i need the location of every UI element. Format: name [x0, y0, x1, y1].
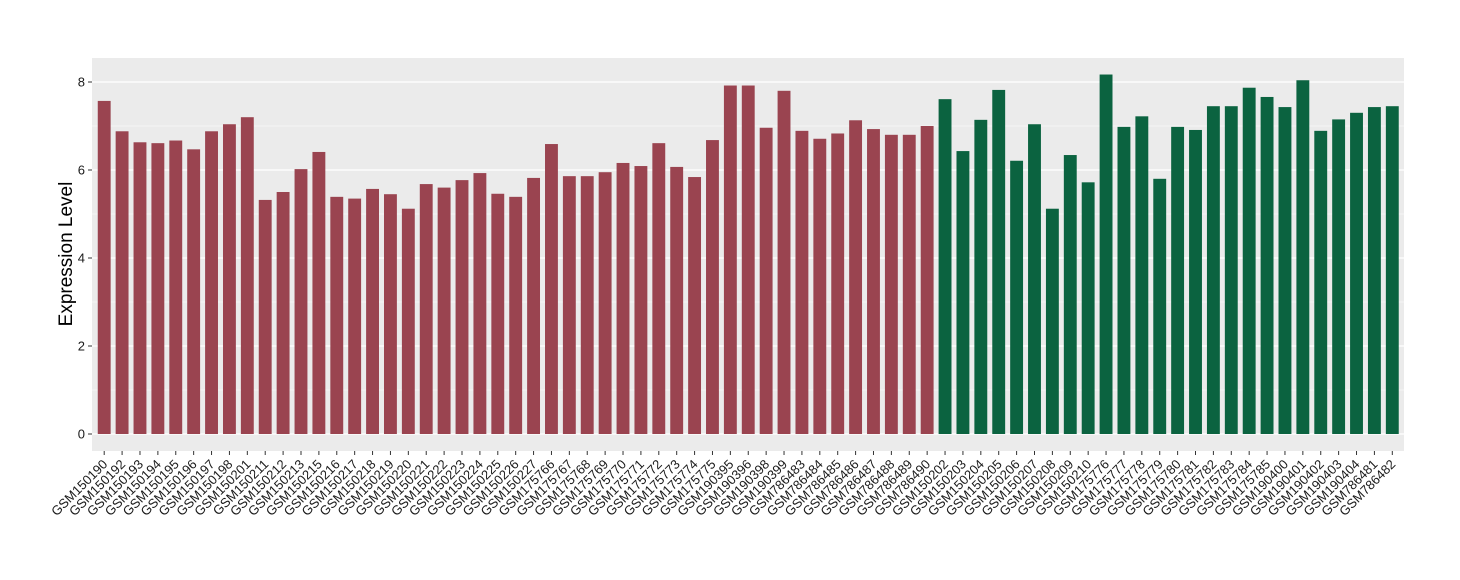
bar-GSM786481	[1367, 107, 1381, 434]
bar-GSM150192	[115, 131, 129, 434]
bar-GSM150195	[169, 140, 183, 434]
bar-GSM175778	[1135, 116, 1149, 434]
bar-GSM150197	[205, 131, 218, 434]
bar-GSM150213	[294, 169, 308, 434]
y-tick-label: 8	[78, 75, 85, 90]
bar-GSM175770	[616, 162, 630, 434]
bar-GSM150224	[473, 173, 487, 434]
bar-GSM150207	[1028, 124, 1041, 435]
bar-GSM150221	[419, 184, 433, 434]
bar-GSM150227	[527, 177, 541, 435]
bar-GSM175775	[706, 140, 719, 434]
bar-GSM786488	[884, 134, 898, 435]
y-tick-label: 0	[78, 427, 85, 442]
bar-GSM175779	[1153, 178, 1167, 434]
bar-GSM786482	[1385, 106, 1399, 434]
bar-GSM190399	[777, 90, 791, 435]
bar-GSM786490	[920, 126, 934, 434]
y-tick-label: 4	[78, 251, 85, 266]
bar-GSM150190	[97, 100, 111, 435]
bar-GSM175782	[1206, 106, 1220, 434]
bar-GSM175772	[652, 143, 666, 434]
bar-GSM150210	[1081, 182, 1095, 434]
bar-GSM175769	[598, 172, 612, 434]
bar-GSM175768	[580, 176, 594, 434]
x-axis: GSM150190GSM150192GSM150193GSM150194GSM1…	[48, 451, 1398, 519]
bar-GSM175781	[1189, 129, 1202, 434]
bar-GSM150209	[1063, 155, 1077, 435]
bar-GSM190400	[1278, 107, 1292, 434]
bar-GSM150198	[222, 124, 236, 435]
bar-GSM150218	[366, 188, 379, 434]
bar-GSM175776	[1099, 74, 1113, 435]
y-axis-title: Expression Level	[56, 182, 77, 327]
bar-GSM150226	[509, 196, 523, 434]
bar-GSM150193	[133, 142, 147, 434]
bar-GSM150206	[1010, 160, 1024, 434]
bar-GSM190398	[759, 127, 773, 434]
bar-GSM150217	[348, 198, 362, 434]
bar-GSM150220	[401, 208, 415, 434]
bar-GSM175783	[1224, 106, 1238, 434]
bar-GSM175774	[688, 177, 702, 435]
bar-GSM786487	[867, 129, 880, 434]
bar-GSM175771	[634, 166, 648, 435]
bar-GSM150202	[938, 99, 952, 434]
bar-GSM786485	[831, 133, 845, 435]
bar-GSM150194	[151, 143, 165, 434]
bar-GSM150216	[330, 196, 344, 434]
y-tick-label: 6	[78, 163, 85, 178]
bar-GSM175766	[545, 144, 558, 435]
bar-GSM150205	[992, 89, 1006, 435]
bar-GSM190396	[741, 85, 755, 435]
bar-GSM150211	[258, 199, 272, 434]
bar-GSM190395	[723, 85, 737, 435]
bar-GSM190404	[1350, 112, 1363, 435]
bar-GSM175767	[562, 176, 576, 434]
bar-GSM786483	[795, 130, 809, 434]
bar-GSM175784	[1242, 87, 1256, 434]
bar-GSM150204	[974, 119, 988, 434]
y-axis: 0 2 4 6 8	[78, 75, 92, 442]
bars	[97, 74, 1399, 435]
bar-GSM190402	[1314, 130, 1328, 434]
bar-GSM786486	[849, 120, 863, 434]
bar-GSM175773	[670, 166, 684, 435]
bar-GSM150208	[1045, 208, 1059, 434]
bar-GSM786489	[902, 134, 916, 435]
bar-GSM150225	[491, 193, 505, 434]
bar-GSM190401	[1296, 80, 1310, 435]
bar-GSM150201	[240, 117, 254, 434]
bar-GSM190403	[1332, 119, 1346, 435]
bar-GSM175777	[1117, 126, 1131, 434]
bar-GSM150203	[956, 151, 970, 434]
bar-GSM175780	[1171, 126, 1185, 434]
bar-GSM150196	[187, 149, 201, 434]
bar-GSM150219	[384, 194, 397, 434]
bar-GSM150212	[276, 192, 290, 434]
bar-GSM786484	[813, 138, 827, 434]
bar-GSM175785	[1260, 96, 1274, 435]
y-tick-label: 2	[78, 339, 85, 354]
bar-GSM150222	[437, 187, 451, 434]
bar-GSM150215	[312, 151, 326, 434]
bar-GSM150223	[455, 180, 469, 434]
